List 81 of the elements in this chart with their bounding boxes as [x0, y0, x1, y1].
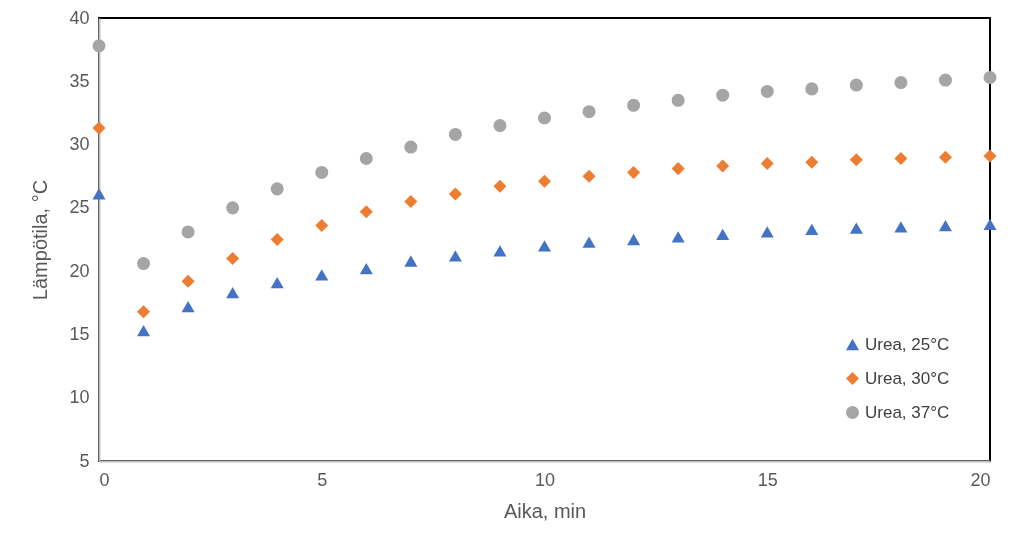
point [849, 78, 863, 92]
point [404, 255, 418, 267]
point [137, 305, 151, 319]
point [448, 250, 462, 262]
point [315, 219, 329, 233]
point [894, 221, 908, 233]
point [537, 111, 552, 125]
point [627, 233, 641, 246]
point [359, 151, 373, 165]
point [938, 219, 952, 232]
point [226, 251, 240, 265]
y-tick-label: 5 [79, 450, 90, 471]
point [627, 98, 641, 112]
point [805, 82, 819, 96]
point [493, 179, 507, 193]
point [537, 240, 552, 252]
point [938, 73, 952, 87]
point [315, 165, 329, 179]
legend-label: Urea, 37°C [865, 402, 950, 422]
point [137, 257, 151, 271]
legend-label: Urea, 30°C [865, 368, 950, 388]
point [537, 174, 552, 188]
y-tick-label: 20 [69, 260, 90, 281]
x-tick-label: 15 [757, 469, 778, 490]
point [983, 70, 997, 84]
point [894, 76, 908, 90]
point [404, 195, 418, 209]
y-tick-label: 25 [69, 197, 90, 218]
point [448, 127, 462, 141]
y-axis-title: Lämpötila, °C [29, 179, 52, 301]
point [805, 223, 819, 236]
point [582, 105, 596, 119]
point [181, 300, 195, 313]
legend-label: Urea, 25°C [865, 334, 950, 354]
point [716, 159, 730, 173]
point [671, 162, 685, 176]
point [226, 201, 240, 215]
point [359, 205, 373, 219]
y-tick-label: 30 [69, 134, 90, 155]
point [493, 245, 507, 257]
point [582, 169, 596, 183]
point [226, 287, 240, 299]
point [270, 182, 284, 196]
point [938, 150, 952, 164]
point [137, 324, 151, 337]
y-tick-label: 15 [69, 323, 90, 344]
point [849, 153, 863, 167]
point [760, 226, 774, 238]
point [760, 84, 774, 98]
point [760, 157, 774, 171]
point [493, 119, 507, 133]
y-tick-label: 10 [69, 387, 90, 408]
y-tick-label: 40 [69, 7, 90, 28]
point [716, 228, 730, 241]
point [92, 188, 106, 200]
point [92, 39, 106, 53]
point [448, 187, 462, 201]
point [671, 93, 685, 107]
point [849, 222, 863, 234]
point [983, 149, 997, 163]
point [582, 236, 596, 248]
x-axis-title: Aika, min [503, 499, 587, 522]
point [805, 155, 819, 169]
x-tick-label: 0 [99, 469, 110, 490]
point [270, 232, 284, 247]
x-tick-label: 5 [317, 469, 328, 490]
y-tick-label: 35 [69, 70, 90, 91]
x-tick-label: 20 [970, 469, 991, 490]
point [270, 276, 284, 289]
point [716, 88, 730, 102]
point [92, 121, 106, 135]
point [983, 218, 997, 230]
x-tick-label: 10 [534, 469, 556, 490]
point [181, 274, 195, 288]
point [181, 225, 195, 239]
point [315, 269, 329, 281]
point [894, 151, 908, 166]
point [627, 165, 641, 179]
point [359, 262, 373, 275]
point [671, 231, 685, 243]
point [404, 140, 418, 154]
